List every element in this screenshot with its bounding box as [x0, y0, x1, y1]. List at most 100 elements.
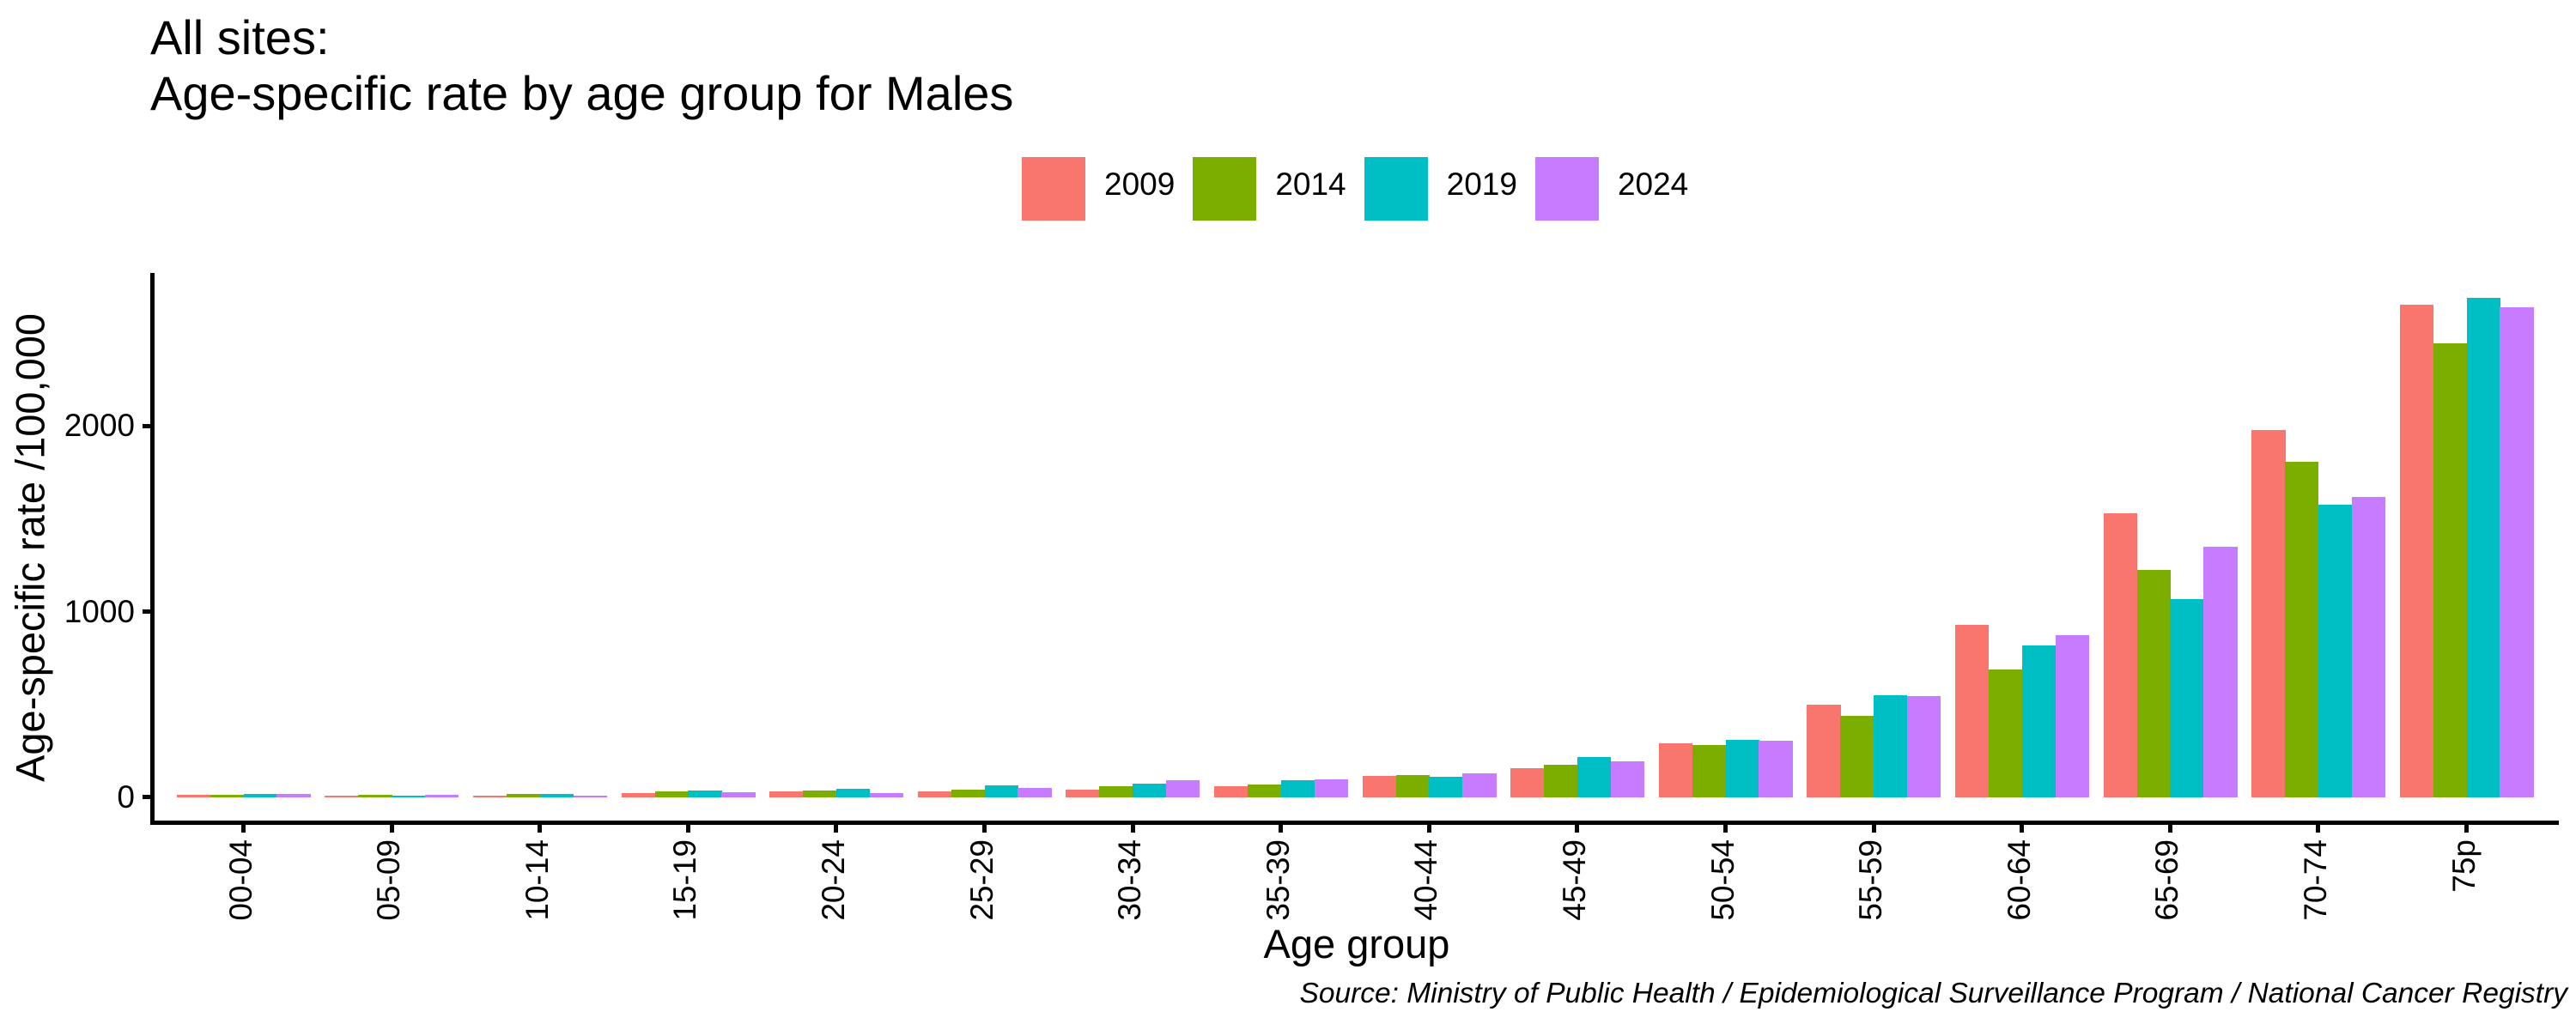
bar-60-64-2014 [1988, 670, 2023, 797]
bar-10-14-2009 [473, 795, 507, 797]
bar-30-34-2019 [1133, 783, 1167, 797]
chart-title: All sites: Age-specific rate by age group… [150, 9, 1013, 121]
bar-70-74-2024 [2351, 496, 2386, 797]
bar-65-69-2009 [2103, 513, 2138, 797]
legend-item-2009: 2009 [1022, 157, 1175, 221]
x-tick-label: 65-69 [2149, 839, 2185, 921]
x-tick [1130, 824, 1135, 833]
legend-swatch-2014 [1193, 157, 1257, 221]
bar-30-34-2009 [1066, 789, 1100, 797]
bar-25-29-2014 [951, 790, 986, 797]
bar-55-59-2014 [1840, 715, 1874, 797]
bar-55-59-2009 [1807, 704, 1841, 797]
legend-item-2014: 2014 [1193, 157, 1346, 221]
bar-15-19-2009 [621, 792, 656, 797]
x-tick [1575, 824, 1580, 833]
x-tick-label: 30-34 [1112, 839, 1148, 921]
bar-40-44-2009 [1362, 775, 1397, 797]
bar-20-24-2009 [769, 791, 804, 797]
bar-20-24-2024 [869, 792, 904, 797]
bar-65-69-2024 [2203, 547, 2238, 797]
bar-15-19-2024 [721, 791, 756, 797]
x-axis-title: Age group [1263, 921, 1450, 966]
x-tick-label: 35-39 [1260, 839, 1296, 921]
bar-10-14-2024 [573, 796, 607, 797]
bar-05-09-2019 [392, 795, 426, 797]
legend-label-2024: 2024 [1617, 167, 1689, 202]
legend-swatch-2019 [1364, 157, 1428, 221]
bar-70-74-2009 [2251, 430, 2286, 797]
x-tick-label: 60-64 [2001, 839, 2037, 921]
bar-25-29-2009 [917, 791, 952, 797]
x-tick [2464, 824, 2470, 833]
bar-25-29-2019 [984, 785, 1018, 797]
x-tick [2020, 824, 2025, 833]
legend-item-2024: 2024 [1534, 157, 1688, 221]
bar-45-49-2014 [1544, 764, 1578, 797]
y-tick-label: 0 [117, 779, 135, 815]
bar-20-24-2019 [835, 789, 871, 797]
bar-50-54-2019 [1725, 740, 1759, 797]
legend-swatch-2009 [1022, 157, 1085, 221]
y-tick [143, 795, 150, 800]
bar-10-14-2019 [539, 794, 574, 797]
x-tick [538, 824, 543, 833]
x-tick [2316, 824, 2321, 833]
bar-35-39-2014 [1247, 785, 1282, 797]
bar-55-59-2024 [1906, 696, 1941, 797]
bar-30-34-2014 [1099, 785, 1133, 797]
x-tick-label: 05-09 [371, 839, 407, 921]
bar-00-04-2019 [243, 794, 277, 797]
x-tick-label: 25-29 [963, 839, 999, 921]
x-tick [1279, 824, 1284, 833]
x-tick [241, 824, 246, 833]
bar-75p-2014 [2433, 343, 2468, 797]
chart-title-line1: All sites: [150, 10, 330, 64]
legend-label-2014: 2014 [1275, 167, 1346, 202]
x-axis-line [150, 820, 2559, 825]
x-tick [1871, 824, 1876, 833]
x-tick-label: 50-54 [1704, 839, 1741, 921]
x-tick-label: 15-19 [667, 839, 703, 921]
legend-item-2019: 2019 [1364, 157, 1517, 221]
x-tick-label: 10-14 [519, 839, 555, 921]
x-tick-label: 55-59 [1853, 839, 1889, 921]
bar-45-49-2019 [1577, 757, 1612, 797]
y-tick-label: 1000 [64, 593, 135, 629]
x-tick-label: 70-74 [2297, 839, 2333, 921]
bar-75p-2024 [2500, 307, 2534, 797]
bar-35-39-2019 [1280, 780, 1315, 797]
x-tick [982, 824, 987, 833]
bar-30-34-2024 [1165, 780, 1200, 797]
x-tick-label: 75p [2445, 839, 2482, 893]
bar-35-39-2009 [1214, 786, 1249, 797]
bar-65-69-2019 [2170, 598, 2204, 797]
x-tick [1723, 824, 1728, 833]
bar-50-54-2009 [1658, 743, 1693, 797]
bar-05-09-2014 [358, 794, 392, 797]
x-tick-label: 45-49 [1556, 839, 1592, 921]
x-tick-label: 40-44 [1408, 839, 1444, 921]
bar-40-44-2019 [1429, 776, 1463, 797]
bar-60-64-2019 [2021, 645, 2057, 797]
bar-65-69-2014 [2136, 570, 2171, 797]
bar-45-49-2009 [1510, 767, 1545, 797]
bar-75p-2019 [2466, 298, 2500, 797]
y-axis-line [150, 273, 155, 823]
legend-label-2019: 2019 [1446, 167, 1517, 202]
bar-50-54-2014 [1692, 745, 1727, 797]
chart-title-line2: Age-specific rate by age group for Males [150, 66, 1014, 120]
bar-60-64-2024 [2055, 635, 2089, 797]
y-tick-label: 2000 [64, 408, 135, 444]
legend-label-2009: 2009 [1104, 167, 1176, 202]
bar-40-44-2024 [1462, 772, 1497, 797]
bar-45-49-2024 [1610, 760, 1645, 797]
bar-35-39-2024 [1314, 779, 1348, 797]
bar-15-19-2019 [688, 791, 722, 797]
x-tick-label: 20-24 [815, 839, 851, 921]
bar-15-19-2014 [654, 791, 689, 797]
x-tick-label: 00-04 [222, 839, 258, 921]
bar-00-04-2009 [176, 795, 211, 797]
bar-05-09-2024 [424, 794, 459, 797]
